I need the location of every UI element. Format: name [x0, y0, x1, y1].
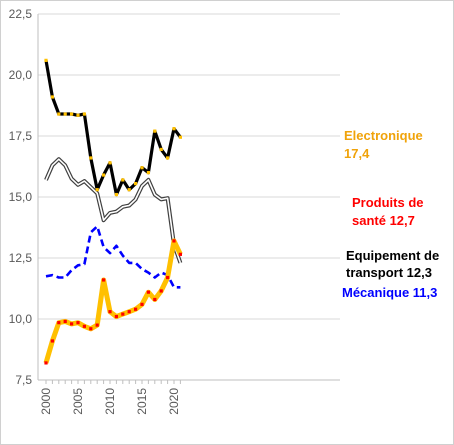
data-point-sante	[178, 252, 182, 256]
series-value-sante: santé 12,7	[352, 213, 415, 228]
x-tick-label: 2005	[71, 388, 85, 415]
y-tick-label: 7,5	[15, 373, 32, 387]
data-point-sante	[57, 321, 61, 325]
x-tick-label: 2020	[167, 388, 181, 415]
x-tick-label: 2000	[39, 388, 53, 415]
data-point-electronique	[108, 161, 112, 165]
data-point-electronique	[95, 188, 99, 192]
data-point-sante	[63, 319, 67, 324]
series-line-electronique	[44, 60, 182, 197]
data-point-sante	[166, 275, 170, 280]
y-tick-label: 15,0	[9, 190, 33, 204]
data-point-electronique	[70, 112, 74, 116]
data-point-electronique	[166, 156, 170, 160]
data-point-electronique	[134, 181, 138, 186]
y-tick-label: 22,5	[9, 7, 33, 21]
y-tick-label: 10,0	[9, 312, 33, 326]
data-point-electronique	[44, 58, 48, 62]
series-line-mecanique	[45, 225, 181, 289]
y-tick-label: 17,5	[9, 129, 33, 143]
data-point-electronique	[89, 156, 93, 160]
data-point-electronique	[178, 135, 182, 139]
data-point-electronique	[50, 95, 54, 99]
data-point-sante	[153, 297, 157, 302]
data-point-sante	[127, 310, 131, 314]
data-point-sante	[108, 310, 112, 314]
data-point-electronique	[114, 192, 118, 197]
series-lines	[43, 58, 183, 365]
data-point-sante	[44, 361, 48, 365]
data-point-electronique	[146, 171, 150, 175]
x-tick-label: 2010	[103, 388, 117, 415]
data-point-sante	[76, 321, 80, 325]
data-point-electronique	[127, 188, 131, 192]
x-tick-label: 2015	[135, 388, 149, 415]
y-tick-label: 12,5	[9, 251, 33, 265]
data-point-sante	[82, 324, 86, 328]
data-point-electronique	[82, 112, 86, 116]
data-point-electronique	[153, 129, 157, 133]
series-line-sante	[43, 238, 183, 364]
series-label-electronique: Electronique	[344, 128, 423, 143]
data-point-electronique	[140, 166, 144, 170]
data-point-sante	[95, 323, 99, 327]
data-point-sante	[50, 339, 54, 343]
series-label-sante: Produits de	[352, 195, 424, 210]
axes: 7,5 10,0 12,5 15,0 17,5 20,0 22,5 2000 2005 2010 2…	[9, 7, 340, 415]
data-point-electronique	[172, 127, 176, 131]
data-point-sante	[70, 322, 74, 326]
data-point-electronique	[102, 173, 106, 177]
data-point-sante	[172, 239, 176, 243]
data-point-sante	[121, 312, 125, 316]
data-point-electronique	[57, 112, 61, 116]
data-point-electronique	[76, 113, 80, 117]
series-value-transport: transport 12,3	[346, 265, 432, 280]
series-label-transport: Equipement de	[346, 248, 439, 263]
series-label-mecanique: Mécanique 11,3	[342, 285, 437, 300]
data-point-sante	[146, 290, 150, 294]
data-point-electronique	[63, 112, 67, 116]
data-point-sante	[134, 307, 138, 311]
data-point-sante	[102, 278, 106, 282]
data-point-electronique	[159, 147, 163, 152]
data-point-electronique	[121, 178, 125, 182]
series-line-transport-inner	[45, 158, 182, 264]
data-point-sante	[89, 327, 93, 331]
data-point-sante	[114, 314, 118, 319]
series-labels: Electronique 17,4 Produits de santé 12,7 Equ…	[342, 128, 439, 300]
series-value-electronique: 17,4	[344, 146, 370, 161]
data-point-sante	[159, 289, 163, 293]
data-point-sante	[140, 302, 144, 306]
y-tick-label: 20,0	[9, 68, 33, 82]
